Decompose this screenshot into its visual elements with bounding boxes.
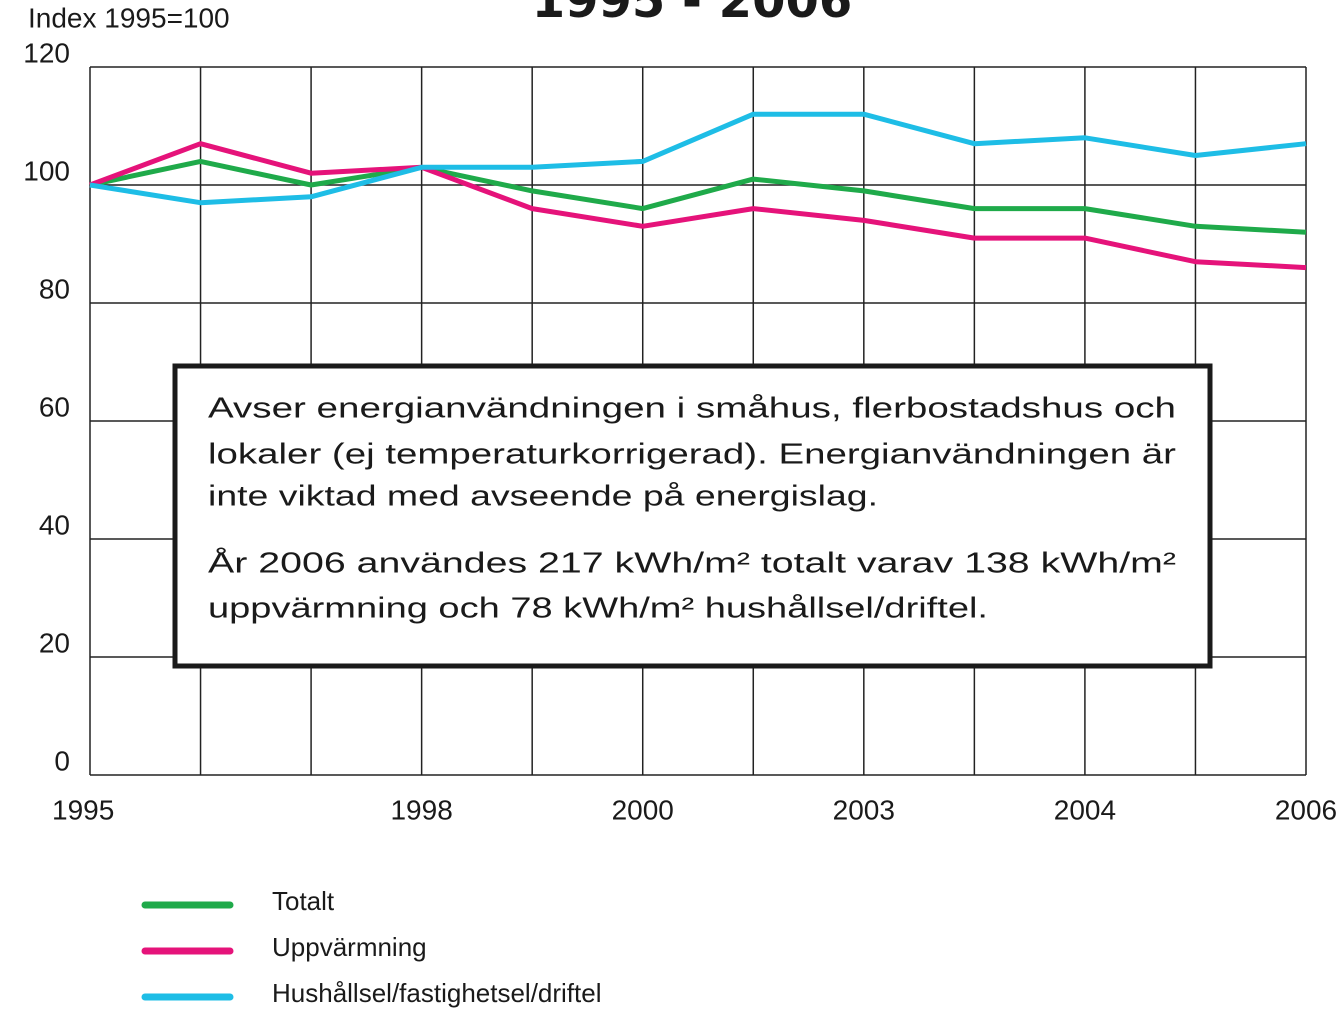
- annotation-box: [172, 363, 1213, 669]
- y-tick-label: 60: [39, 391, 70, 422]
- annotation-line: Avser energianvändningen i småhus, flerb…: [208, 393, 1176, 425]
- annotation-line: lokaler (ej temperaturkorrigerad). Energ…: [208, 439, 1176, 471]
- y-tick-label: 120: [23, 37, 70, 68]
- annotation-line: uppvärmning och 78 kWh/m² hushållsel/dri…: [208, 593, 988, 625]
- x-tick-label: 2000: [612, 794, 674, 825]
- x-tick-label: 2004: [1054, 794, 1116, 825]
- y-axis-label: Index 1995=100: [28, 2, 230, 33]
- x-tick-label: 1998: [390, 794, 452, 825]
- chart-title: 1995 - 2006: [532, 0, 853, 29]
- annotation-line: inte viktad med avseende på energislag.: [208, 481, 878, 513]
- y-tick-label: 100: [23, 155, 70, 186]
- annotation-line: År 2006 användes 217 kWh/m² totalt varav…: [208, 547, 1176, 580]
- legend-label: Hushållsel/fastighetsel/driftel: [272, 978, 602, 1008]
- y-tick-label: 40: [39, 509, 70, 540]
- y-tick-label: 0: [54, 745, 70, 776]
- x-tick-label: 2006: [1275, 794, 1337, 825]
- legend-label: Uppvärmning: [272, 932, 427, 962]
- series-line: [89, 158, 1307, 235]
- x-tick-label: 2003: [833, 794, 895, 825]
- series-line: [89, 111, 1307, 206]
- y-tick-label: 80: [39, 273, 70, 304]
- x-tick-label: 1995: [52, 794, 114, 825]
- y-tick-label: 20: [39, 627, 70, 658]
- legend-label: Totalt: [272, 886, 335, 916]
- series-line: [89, 141, 1307, 271]
